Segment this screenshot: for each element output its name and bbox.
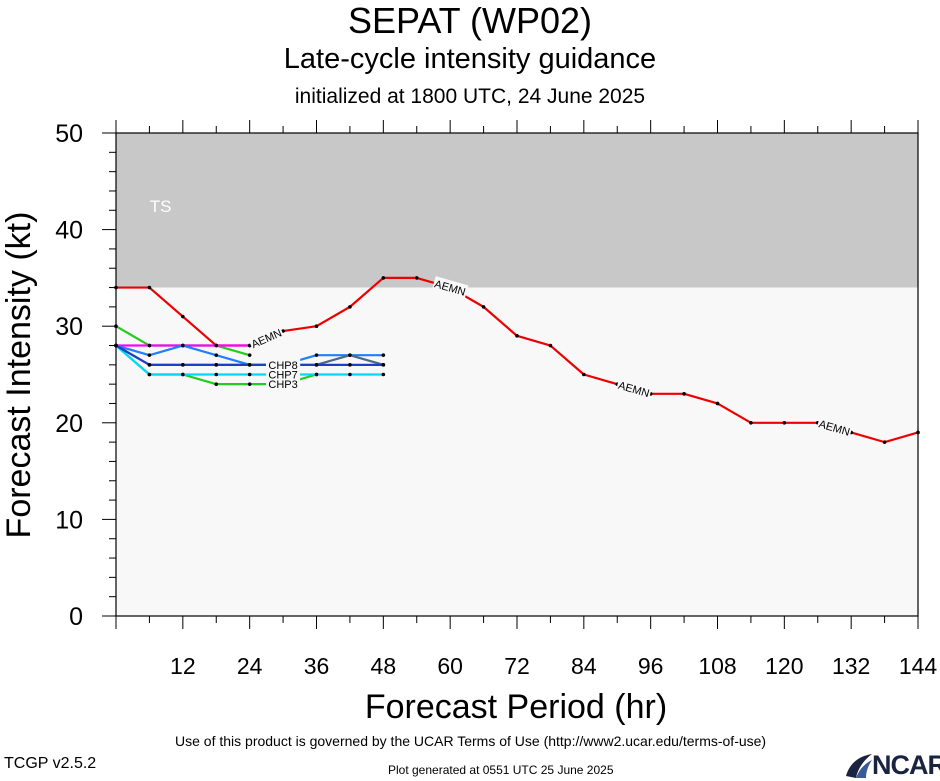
x-tick-label: 96	[638, 653, 664, 679]
data-point	[916, 430, 920, 435]
y-tick-label: 30	[55, 313, 83, 341]
data-point	[114, 324, 118, 329]
intensity-band	[116, 133, 918, 288]
data-point	[715, 401, 720, 406]
data-point	[414, 276, 419, 280]
data-point	[181, 363, 185, 367]
data-point	[147, 285, 152, 290]
data-point	[247, 353, 252, 357]
data-point	[381, 276, 386, 280]
ncar-logo-icon	[846, 754, 872, 778]
data-point	[247, 372, 252, 377]
y-tick-label: 50	[55, 120, 83, 148]
series-label: CHP7	[268, 370, 297, 382]
data-point	[214, 353, 219, 357]
data-point	[381, 363, 386, 367]
data-point	[314, 363, 319, 367]
data-point	[348, 305, 352, 309]
y-axis-label: Forecast Intensity (kt)	[0, 212, 38, 539]
y-tick-label: 20	[55, 410, 83, 438]
series-label-bg	[615, 377, 653, 400]
data-point	[314, 324, 319, 329]
data-point	[147, 363, 152, 367]
x-tick-label: 48	[371, 653, 397, 679]
x-tick-label: 60	[437, 653, 463, 679]
data-point	[548, 343, 553, 348]
data-point	[147, 372, 152, 377]
series-label: CHP3	[268, 379, 297, 391]
data-point	[481, 305, 486, 309]
data-point	[381, 372, 386, 377]
data-point	[882, 440, 887, 444]
data-point	[247, 363, 252, 367]
band-label: TS	[150, 197, 172, 216]
data-point	[181, 343, 185, 348]
data-point	[682, 392, 686, 396]
ncar-logo: NCAR	[842, 748, 940, 780]
x-tick-label: 120	[765, 653, 803, 679]
x-axis-label: Forecast Period (hr)	[365, 688, 667, 726]
axes: 12 24 36 48 60 72 84 96 108 120 132 144 0 10 20 30 40 50	[55, 120, 937, 679]
data-point	[247, 343, 252, 348]
y-tick-label: 40	[55, 217, 83, 245]
data-point	[314, 353, 319, 357]
init-time: initialized at 1800 UTC, 24 June 2025	[294, 85, 646, 108]
series-label-bg	[432, 276, 469, 299]
x-tick-label: 24	[237, 653, 263, 679]
x-tick-label: 84	[571, 653, 597, 679]
data-point	[114, 285, 118, 290]
chart-subtitle: Late-cycle intensity guidance	[283, 43, 657, 75]
data-point	[114, 343, 118, 348]
x-tick-label: 132	[832, 653, 870, 679]
data-point	[749, 421, 753, 425]
y-tick-label: 10	[55, 506, 83, 534]
y-tick-label: 0	[69, 603, 83, 631]
data-point	[782, 421, 787, 425]
data-point	[348, 363, 352, 367]
series-label-bg	[816, 416, 853, 439]
data-point	[147, 343, 152, 348]
x-tick-label: 12	[170, 653, 196, 679]
x-tick-label: 144	[899, 653, 938, 679]
data-point	[214, 363, 219, 367]
series-label-bg	[247, 325, 285, 351]
data-point	[181, 372, 185, 377]
x-tick-label: 36	[304, 653, 330, 679]
x-tick-label: 72	[504, 653, 530, 679]
version-label: TCGP v2.5.2	[4, 755, 97, 772]
series-label-bg	[266, 357, 301, 371]
data-point	[381, 353, 386, 357]
series-label: CHP8	[268, 360, 297, 372]
data-point	[147, 353, 152, 357]
data-point	[214, 372, 219, 377]
data-point	[281, 329, 285, 333]
data-point	[214, 382, 219, 386]
data-point	[314, 372, 319, 377]
terms-of-use: Use of this product is governed by the U…	[175, 733, 767, 749]
x-tick-label: 108	[698, 653, 736, 679]
data-point	[348, 372, 352, 377]
chart-title: SEPAT (WP02)	[347, 0, 593, 41]
generated-time: Plot generated at 0551 UTC 25 June 2025	[388, 763, 614, 777]
data-point	[214, 343, 219, 348]
data-point	[181, 314, 185, 319]
series-lines	[114, 276, 920, 444]
series-labels: AEMNAEMNAEMNAEMNCHP3CHP5CHP7CHP9CHP8	[247, 276, 853, 439]
data-point	[582, 372, 586, 377]
data-point	[348, 353, 352, 357]
data-point	[247, 382, 252, 386]
data-point	[515, 334, 519, 338]
